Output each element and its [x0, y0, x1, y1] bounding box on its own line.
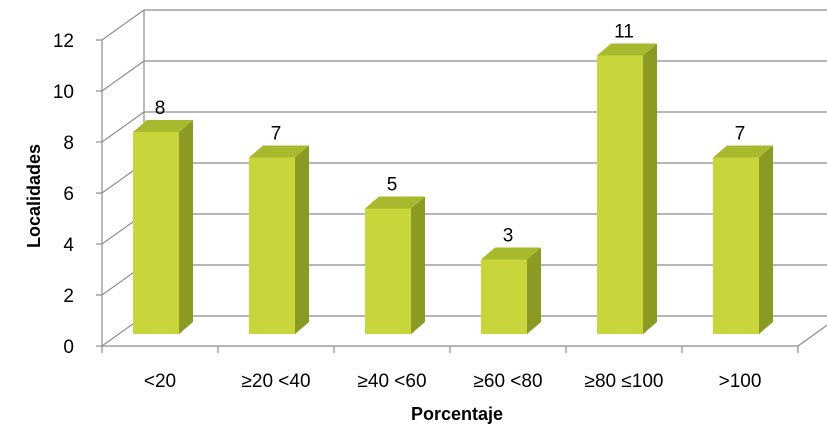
bar-top	[133, 120, 193, 132]
data-label: 5	[387, 175, 398, 196]
gridline-side	[101, 60, 145, 92]
gridline-side	[101, 111, 145, 143]
bar	[597, 55, 643, 334]
bar-side	[179, 120, 193, 334]
bar-side	[527, 247, 541, 334]
y-axis-title: Localidades	[24, 144, 44, 248]
y-tick-label: 0	[63, 337, 74, 358]
data-label: 8	[155, 98, 166, 119]
bar-top	[365, 196, 425, 209]
bars: 8 7 5 3 11 7	[133, 22, 773, 334]
y-tick-label: 8	[63, 133, 74, 154]
gridline-side	[101, 9, 145, 41]
data-label: 3	[503, 226, 514, 247]
x-tick-label: ≥80 ≤100	[585, 371, 664, 392]
bar	[481, 259, 527, 334]
y-tick-label: 12	[53, 31, 74, 52]
bar-top	[597, 43, 657, 56]
x-tick-label: <20	[144, 371, 176, 392]
data-label: 7	[271, 124, 282, 145]
bar-side	[759, 145, 773, 334]
bar	[365, 208, 411, 334]
x-tick-label: ≥20 <40	[241, 371, 310, 392]
y-tick-labels: 0 2 4 6 8 10 12	[53, 31, 75, 358]
data-label: 11	[614, 22, 634, 43]
data-label: 7	[735, 124, 746, 145]
y-tick-label: 2	[63, 286, 74, 307]
bar	[249, 157, 295, 334]
bar	[133, 132, 179, 334]
bar-top	[481, 247, 541, 260]
bar-top	[713, 145, 773, 158]
y-tick-label: 4	[63, 235, 74, 256]
x-tick-labels: <20 ≥20 <40 ≥40 <60 ≥60 <80 ≥80 ≤100 >100	[144, 371, 762, 392]
y-tick-label: 6	[63, 184, 74, 205]
x-tick-label: >100	[719, 371, 762, 392]
bar-top	[249, 145, 309, 158]
bar-side	[643, 43, 657, 334]
bar-side	[411, 196, 425, 334]
axes	[96, 39, 799, 353]
x-tick-label: ≥40 <60	[357, 371, 426, 392]
y-tick-label: 10	[53, 82, 74, 103]
bar	[713, 157, 759, 334]
x-axis-title: Porcentaje	[411, 404, 503, 424]
bar-side	[295, 145, 309, 334]
x-tick-label: ≥60 <80	[473, 371, 542, 392]
floor-right-edge	[797, 324, 827, 347]
